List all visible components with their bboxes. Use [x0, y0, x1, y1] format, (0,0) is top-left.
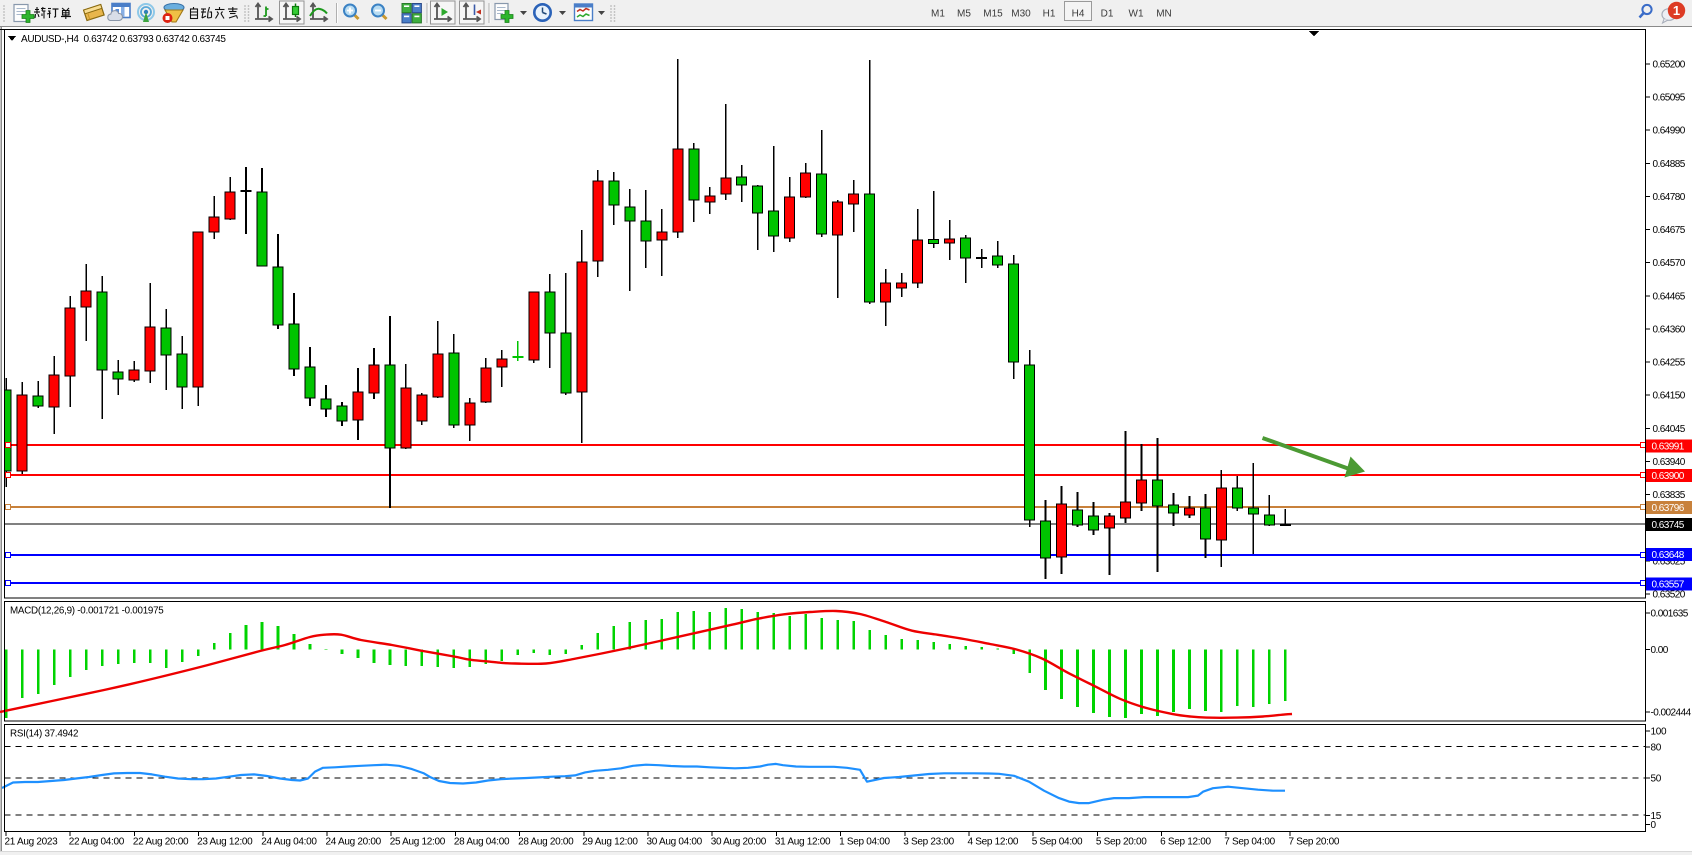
- svg-text:50: 50: [1651, 774, 1662, 785]
- svg-text:0.63625: 0.63625: [1653, 556, 1686, 567]
- svg-text:0.64150: 0.64150: [1653, 391, 1686, 402]
- svg-text:M5: M5: [957, 9, 971, 20]
- svg-text:1 Sep 04:00: 1 Sep 04:00: [839, 837, 890, 848]
- svg-text:0.64255: 0.64255: [1653, 358, 1686, 369]
- svg-text:W1: W1: [1129, 9, 1144, 20]
- svg-text:0.63520: 0.63520: [1653, 589, 1686, 600]
- svg-text:D1: D1: [1101, 9, 1114, 20]
- svg-text:0.65200: 0.65200: [1653, 60, 1686, 71]
- svg-text:15: 15: [1651, 811, 1662, 822]
- svg-text:M30: M30: [1011, 9, 1031, 20]
- svg-text:6 Sep 12:00: 6 Sep 12:00: [1160, 837, 1211, 848]
- svg-text:4 Sep 12:00: 4 Sep 12:00: [968, 837, 1019, 848]
- svg-text:0.65095: 0.65095: [1653, 93, 1686, 104]
- svg-text:31 Aug 12:00: 31 Aug 12:00: [775, 837, 831, 848]
- svg-text:5 Sep 04:00: 5 Sep 04:00: [1032, 837, 1083, 848]
- svg-text:23 Aug 12:00: 23 Aug 12:00: [197, 837, 253, 848]
- svg-text:0: 0: [1651, 820, 1657, 831]
- svg-text:0.64990: 0.64990: [1653, 126, 1686, 137]
- svg-text:H1: H1: [1043, 9, 1056, 20]
- svg-text:22 Aug 04:00: 22 Aug 04:00: [69, 837, 125, 848]
- svg-text:0.64780: 0.64780: [1653, 192, 1686, 203]
- svg-text:H4: H4: [1072, 9, 1085, 20]
- svg-text:25 Aug 12:00: 25 Aug 12:00: [390, 837, 446, 848]
- svg-text:30 Aug 20:00: 30 Aug 20:00: [711, 837, 767, 848]
- svg-text:0.63557: 0.63557: [1652, 580, 1685, 591]
- svg-text:22 Aug 20:00: 22 Aug 20:00: [133, 837, 189, 848]
- svg-text:0.63940: 0.63940: [1653, 457, 1686, 468]
- svg-text:24 Aug 20:00: 24 Aug 20:00: [326, 837, 382, 848]
- svg-text:28 Aug 04:00: 28 Aug 04:00: [454, 837, 510, 848]
- svg-text:0.63745: 0.63745: [1652, 520, 1685, 531]
- svg-text:0.63835: 0.63835: [1653, 490, 1686, 501]
- svg-text:0.63991: 0.63991: [1652, 442, 1685, 453]
- svg-text:MN: MN: [1156, 9, 1172, 20]
- svg-text:0.64360: 0.64360: [1653, 325, 1686, 336]
- svg-text:7 Sep 20:00: 7 Sep 20:00: [1289, 837, 1340, 848]
- svg-text:5 Sep 20:00: 5 Sep 20:00: [1096, 837, 1147, 848]
- svg-text:M15: M15: [983, 9, 1003, 20]
- svg-text:MACD(12,26,9) -0.001721 -0.001: MACD(12,26,9) -0.001721 -0.001975: [10, 606, 164, 617]
- svg-text:29 Aug 12:00: 29 Aug 12:00: [582, 837, 638, 848]
- svg-text:0.64570: 0.64570: [1653, 258, 1686, 269]
- svg-text:0.001635: 0.001635: [1651, 609, 1689, 620]
- svg-text:0.64045: 0.64045: [1653, 424, 1686, 435]
- svg-text:M1: M1: [931, 9, 945, 20]
- svg-text:21 Aug 2023: 21 Aug 2023: [5, 837, 59, 848]
- svg-text:1: 1: [1673, 3, 1680, 18]
- svg-text:30 Aug 04:00: 30 Aug 04:00: [647, 837, 703, 848]
- svg-text:7 Sep 04:00: 7 Sep 04:00: [1224, 837, 1275, 848]
- svg-text:0.00: 0.00: [1651, 645, 1669, 656]
- svg-text:100: 100: [1651, 727, 1668, 738]
- svg-text:0.63648: 0.63648: [1652, 550, 1685, 561]
- svg-text:0.64675: 0.64675: [1653, 225, 1686, 236]
- svg-text:28 Aug 20:00: 28 Aug 20:00: [518, 837, 574, 848]
- svg-text:RSI(14) 37.4942: RSI(14) 37.4942: [10, 729, 78, 740]
- svg-text:80: 80: [1651, 743, 1662, 754]
- svg-text:-0.002444: -0.002444: [1651, 708, 1692, 719]
- svg-text:0.63900: 0.63900: [1652, 471, 1685, 482]
- svg-text:AUDUSD-,H4 0.63742 0.63793 0.: AUDUSD-,H4 0.63742 0.63793 0.63742 0.637…: [21, 34, 226, 45]
- svg-text:3 Sep 23:00: 3 Sep 23:00: [903, 837, 954, 848]
- svg-text:24 Aug 04:00: 24 Aug 04:00: [261, 837, 317, 848]
- svg-text:0.63796: 0.63796: [1652, 503, 1685, 514]
- svg-text:0.64465: 0.64465: [1653, 291, 1686, 302]
- svg-text:0.64885: 0.64885: [1653, 159, 1686, 170]
